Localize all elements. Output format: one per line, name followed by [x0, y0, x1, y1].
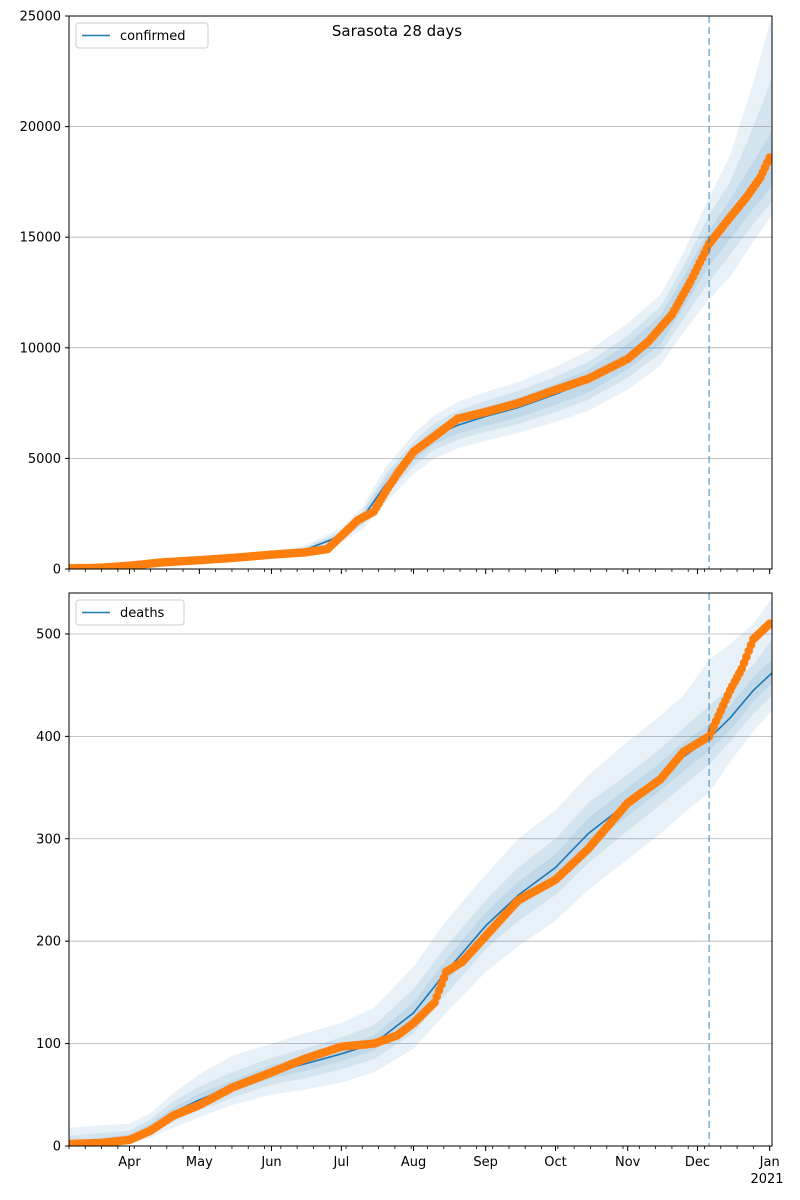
x-tick-label: Oct [544, 1155, 566, 1170]
y-tick-label: 300 [36, 832, 61, 847]
legend: confirmed [75, 22, 209, 49]
y-tick-label: 20000 [20, 120, 61, 135]
observed-points [69, 619, 772, 1146]
axes-frame [68, 592, 773, 1147]
x-tick-label: Jul [333, 1155, 350, 1170]
y-tick-label: 200 [36, 935, 61, 950]
y-tick-label: 5000 [28, 452, 61, 467]
uncertainty-band [69, 131, 772, 569]
y-tick-label: 100 [36, 1037, 61, 1052]
chart-title: Sarasota 28 days [332, 22, 462, 40]
x-tick-label: Dec [685, 1155, 710, 1170]
x-tick-label: Nov [615, 1155, 641, 1170]
plot-body [69, 598, 772, 1146]
y-tick-label: 0 [53, 563, 61, 578]
uncertainty-band [69, 16, 772, 569]
y-tick-label: 10000 [20, 341, 61, 356]
legend-label: confirmed [120, 29, 186, 44]
y-tick-label: 500 [36, 627, 61, 642]
confirmed-panel: 0 5000 10000 15000 20000 25000 confirmed [20, 10, 773, 578]
y-tick-label: 25000 [20, 10, 61, 25]
legend-label: deaths [120, 606, 165, 621]
uncertainty-band [69, 598, 772, 1146]
deaths-panel: 0 100 200 300 400 500 Apr May Jun Jul Aug Sep Oct Nov… [36, 592, 780, 1170]
observed-point [765, 153, 772, 162]
x-year-label: 2021 [750, 1172, 783, 1187]
axes-frame [68, 15, 773, 570]
plot-body [69, 16, 772, 569]
x-tick-label: Apr [118, 1155, 141, 1170]
y-tick-label: 0 [53, 1140, 61, 1155]
model-line [69, 159, 772, 569]
x-tick-label: May [186, 1155, 213, 1170]
y-tick-label: 400 [36, 730, 61, 745]
x-tick-label: Sep [473, 1155, 498, 1170]
x-tick-label: Aug [401, 1155, 426, 1170]
x-tick-label: Jun [260, 1155, 281, 1170]
legend-box [75, 599, 185, 626]
observed-point [765, 619, 772, 628]
y-tick-label: 15000 [20, 231, 61, 246]
legend: deaths [75, 599, 185, 626]
legend-box [75, 22, 209, 49]
observed-points [69, 153, 772, 569]
x-tick-label: Jan [759, 1155, 780, 1170]
